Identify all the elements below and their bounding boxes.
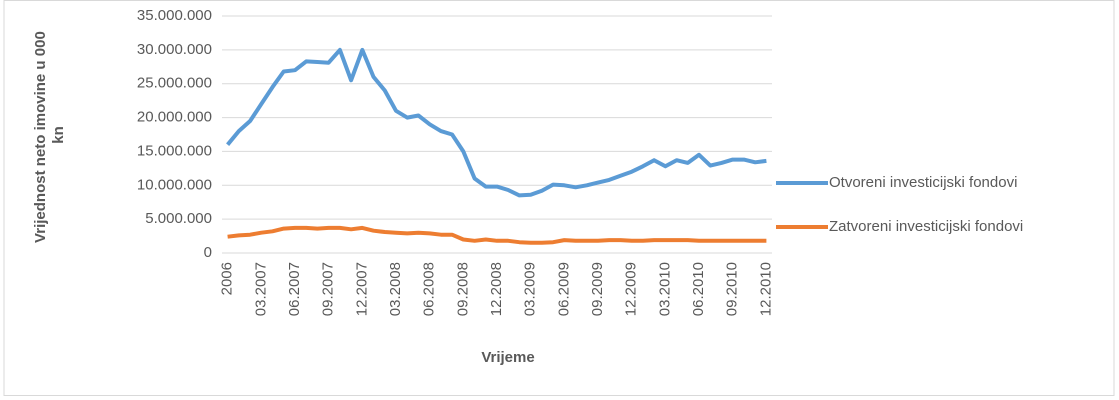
y-tick-label: 0	[204, 244, 212, 261]
x-tick-label: 09.2010	[724, 262, 741, 316]
x-tick-label: 03.2008	[387, 262, 404, 316]
x-tick-label: 06.2007	[286, 262, 303, 316]
series-line	[226, 47, 767, 198]
x-tick-label: 12.2010	[757, 262, 774, 316]
series-line	[227, 225, 767, 245]
x-tick-label: 2006	[219, 262, 236, 295]
x-tick-label: 09.2007	[320, 262, 337, 316]
chart-border	[3, 0, 1115, 396]
x-tick-label: 12.2007	[353, 262, 370, 316]
x-tick-label: 12.2009	[623, 262, 640, 316]
x-tick-label: 03.2010	[656, 262, 673, 316]
y-tick-label: 5.000.000	[145, 210, 212, 227]
legend-label: Otvoreni investicijski fondovi	[829, 174, 1017, 191]
y-tick-label: 30.000.000	[137, 41, 212, 58]
y-axis-title: Vrijednost neto imovine u 000 kn	[32, 27, 67, 243]
x-tick-label: 03.2007	[252, 262, 269, 316]
x-tick-label: 03.2009	[522, 262, 539, 316]
x-axis-title: Vrijeme	[481, 349, 534, 366]
y-tick-label: 20.000.000	[137, 109, 212, 126]
y-tick-label: 25.000.000	[137, 75, 212, 92]
legend-label: Zatvoreni investicijski fondovi	[829, 218, 1023, 235]
y-tick-label: 15.000.000	[137, 142, 212, 159]
x-tick-label: 09.2009	[589, 262, 606, 316]
x-tick-label: 06.2010	[690, 262, 707, 316]
x-tick-label: 09.2008	[454, 262, 471, 316]
y-tick-label: 35.000.000	[137, 7, 212, 24]
x-tick-label: 06.2009	[555, 262, 572, 316]
x-tick-label: 06.2008	[421, 262, 438, 316]
x-tick-label: 12.2008	[488, 262, 505, 316]
y-tick-label: 10.000.000	[137, 176, 212, 193]
